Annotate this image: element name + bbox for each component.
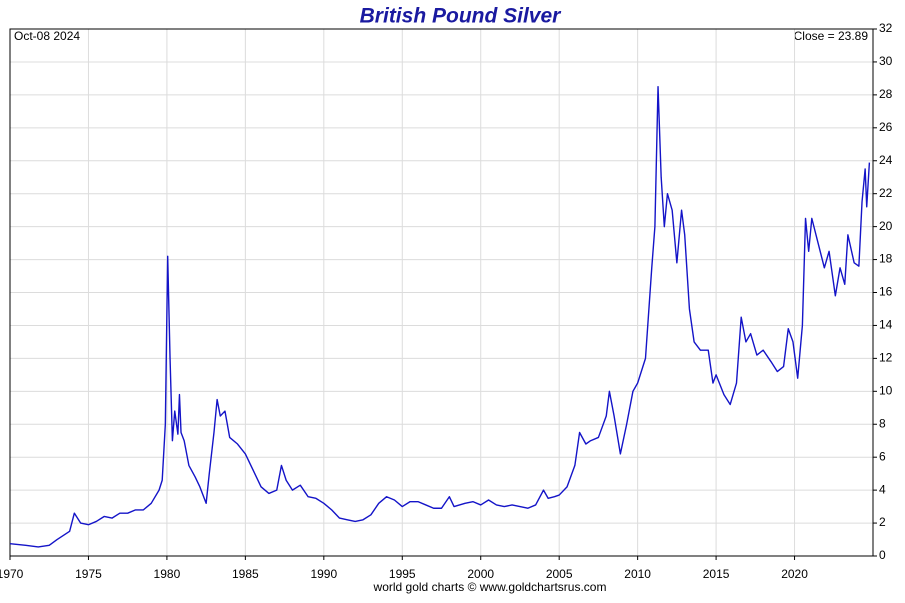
- x-tick-label: 2005: [546, 567, 573, 581]
- footer: world gold charts © www.goldchartsrus.co…: [373, 580, 607, 594]
- x-tick-label: 1995: [389, 567, 416, 581]
- close-label: Close = 23.89: [794, 29, 869, 43]
- y-tick-label: 18: [879, 252, 893, 266]
- x-tick-label: 2000: [467, 567, 494, 581]
- y-tick-label: 22: [879, 186, 893, 200]
- y-tick-label: 28: [879, 87, 893, 101]
- x-tick-label: 1985: [232, 567, 259, 581]
- x-tick-label: 2015: [703, 567, 730, 581]
- x-tick-label: 1980: [154, 567, 181, 581]
- y-tick-label: 32: [879, 21, 893, 35]
- x-tick-label: 1990: [310, 567, 337, 581]
- plot-frame: [9, 28, 874, 557]
- x-tick-label: 2010: [624, 567, 651, 581]
- line-series: [9, 85, 871, 548]
- y-tick-label: 16: [879, 285, 893, 299]
- y-tick-label: 20: [879, 219, 893, 233]
- y-tick-label: 24: [879, 153, 893, 167]
- y-tick-label: 2: [879, 515, 886, 529]
- y-tick-label: 6: [879, 449, 886, 463]
- y-tick-label: 4: [879, 482, 886, 496]
- y-tick-label: 26: [879, 120, 893, 134]
- grid: [9, 28, 873, 557]
- y-tick-label: 10: [879, 383, 893, 397]
- y-tick-label: 12: [879, 351, 893, 365]
- x-tick-label: 1975: [75, 567, 102, 581]
- y-tick-label: 14: [879, 318, 893, 332]
- y-tick-label: 30: [879, 54, 893, 68]
- x-tick-label: 1970: [0, 567, 24, 581]
- x-tick-label: 2020: [781, 567, 808, 581]
- chart-title: British Pound Silver: [360, 5, 563, 28]
- y-tick-label: 0: [879, 548, 886, 562]
- date-label: Oct-08 2024: [14, 29, 80, 43]
- y-tick-label: 8: [879, 416, 886, 430]
